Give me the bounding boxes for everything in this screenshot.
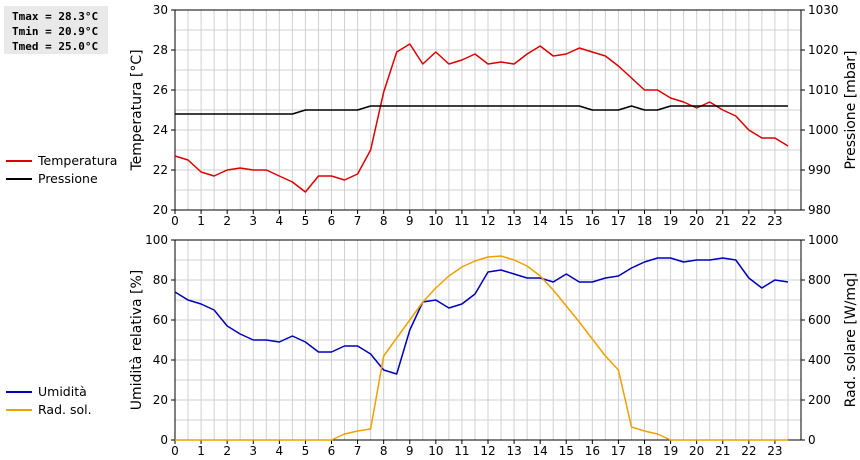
panel1-xtick-label: 5 <box>302 214 310 228</box>
panel2-xtick-label: 2 <box>223 444 231 458</box>
panel1-series-temperatura-line <box>174 43 789 193</box>
panel1-xtick-label: 14 <box>533 214 548 228</box>
panel1-xtick-label: 18 <box>637 214 652 228</box>
panel1-y2tick-label: 990 <box>808 163 831 177</box>
panel1-ytick-label: 30 <box>153 3 168 17</box>
panel1-xtick-label: 3 <box>249 214 257 228</box>
panel1-xtick-label: 6 <box>328 214 336 228</box>
legend-swatch-temperatura <box>6 160 32 162</box>
panel1-xtick-label: 11 <box>454 214 469 228</box>
panel2-xtick-label: 19 <box>663 444 678 458</box>
panel2-ytick-label: 100 <box>145 233 168 247</box>
panel2-xtick-label: 13 <box>506 444 521 458</box>
panel1-xtick-label: 0 <box>171 214 179 228</box>
panel1-ytick-label: 22 <box>153 163 168 177</box>
panel1-xtick-label: 4 <box>276 214 284 228</box>
panel1-y2tick-label: 1000 <box>808 123 839 137</box>
stats-box: Tmax = 28.3°C Tmin = 20.9°C Tmed = 25.0°… <box>4 6 108 54</box>
panel1-xtick-label: 7 <box>354 214 362 228</box>
panel2-xtick-label: 10 <box>428 444 443 458</box>
panel2-xtick-label: 23 <box>767 444 782 458</box>
panel2-y2label: Rad. solare [W/mq] <box>843 273 859 408</box>
panel1-xtick-label: 15 <box>559 214 574 228</box>
panel1-xtick-label: 9 <box>406 214 414 228</box>
panel1-y2tick-label: 1030 <box>808 3 839 17</box>
panel2-xtick-label: 6 <box>328 444 336 458</box>
legend-swatch-umidita <box>6 391 32 393</box>
panel1-y2label: Pressione [mbar] <box>843 50 859 169</box>
panel2-xtick-label: 7 <box>354 444 362 458</box>
panel2-y2tick-label: 800 <box>808 273 831 287</box>
panel2-ylabel: Umidità relativa [%] <box>129 270 145 411</box>
panel2-ytick-label: 40 <box>153 353 168 367</box>
panel2-xtick-label: 0 <box>171 444 179 458</box>
panel2-xtick-label: 18 <box>637 444 652 458</box>
stat-tmax: Tmax = 28.3°C <box>12 10 99 23</box>
panel1-ylabel: Temperatura [°C] <box>129 49 145 171</box>
panel2-y2tick-label: 600 <box>808 313 831 327</box>
panel2-xtick-label: 17 <box>611 444 626 458</box>
panel1-y2tick-label: 1020 <box>808 43 839 57</box>
panel1-y2tick-label: 1010 <box>808 83 839 97</box>
panel2-xtick-label: 8 <box>380 444 388 458</box>
panel2-xtick-label: 14 <box>533 444 548 458</box>
panel2-y2tick-label: 400 <box>808 353 831 367</box>
panel1-xtick-label: 23 <box>767 214 782 228</box>
panel1-xtick-label: 1 <box>197 214 205 228</box>
panel2-xtick-label: 20 <box>689 444 704 458</box>
panel2-series-umidit-line <box>174 257 789 375</box>
panel1-ytick-label: 20 <box>153 203 168 217</box>
panel2-xtick-label: 22 <box>741 444 756 458</box>
panel1-xtick-label: 2 <box>223 214 231 228</box>
panel2-xtick-label: 15 <box>559 444 574 458</box>
panel1-ytick-label: 26 <box>153 83 168 97</box>
panel1-xtick-label: 13 <box>506 214 521 228</box>
panel2-xtick-label: 21 <box>715 444 730 458</box>
panel1-xtick-label: 17 <box>611 214 626 228</box>
legend-swatch-pressione <box>6 178 32 180</box>
panel2-xtick-label: 11 <box>454 444 469 458</box>
panel1-xtick-label: 12 <box>480 214 495 228</box>
panel1-xtick-label: 8 <box>380 214 388 228</box>
panel2-y2tick-label: 1000 <box>808 233 839 247</box>
panel1-series-pressione-line <box>175 105 788 115</box>
legend-label-radiazione: Rad. sol. <box>38 402 92 417</box>
panel2-xtick-label: 9 <box>406 444 414 458</box>
panel2-xtick-label: 3 <box>249 444 257 458</box>
panel1-ytick-label: 28 <box>153 43 168 57</box>
panel2-ytick-label: 0 <box>160 433 168 447</box>
panel2-xtick-label: 4 <box>276 444 284 458</box>
legend-label-umidita: Umidità <box>38 384 87 399</box>
panel1-xtick-label: 22 <box>741 214 756 228</box>
panel2-series-rad-sol-line <box>175 255 788 441</box>
panel2-ytick-label: 80 <box>153 273 168 287</box>
panel2-y2tick-label: 200 <box>808 393 831 407</box>
panel2-ytick-label: 60 <box>153 313 168 327</box>
panel2-xtick-label: 12 <box>480 444 495 458</box>
panel1-xtick-label: 20 <box>689 214 704 228</box>
panel2-xtick-label: 1 <box>197 444 205 458</box>
panel2-xtick-label: 16 <box>585 444 600 458</box>
stat-tmed: Tmed = 25.0°C <box>12 40 99 53</box>
panel1-xtick-label: 10 <box>428 214 443 228</box>
stat-tmin: Tmin = 20.9°C <box>12 25 99 38</box>
panel2-xtick-label: 5 <box>302 444 310 458</box>
panel2-ytick-label: 20 <box>153 393 168 407</box>
legend-label-temperatura: Temperatura <box>38 153 118 168</box>
panel1-xtick-label: 19 <box>663 214 678 228</box>
legend-label-pressione: Pressione <box>38 171 98 186</box>
panel1-y2tick-label: 980 <box>808 203 831 217</box>
panel2-y2tick-label: 0 <box>808 433 816 447</box>
panel1-ytick-label: 24 <box>153 123 168 137</box>
legend-swatch-radiazione <box>6 409 32 411</box>
panel1-xtick-label: 21 <box>715 214 730 228</box>
panel1-xtick-label: 16 <box>585 214 600 228</box>
